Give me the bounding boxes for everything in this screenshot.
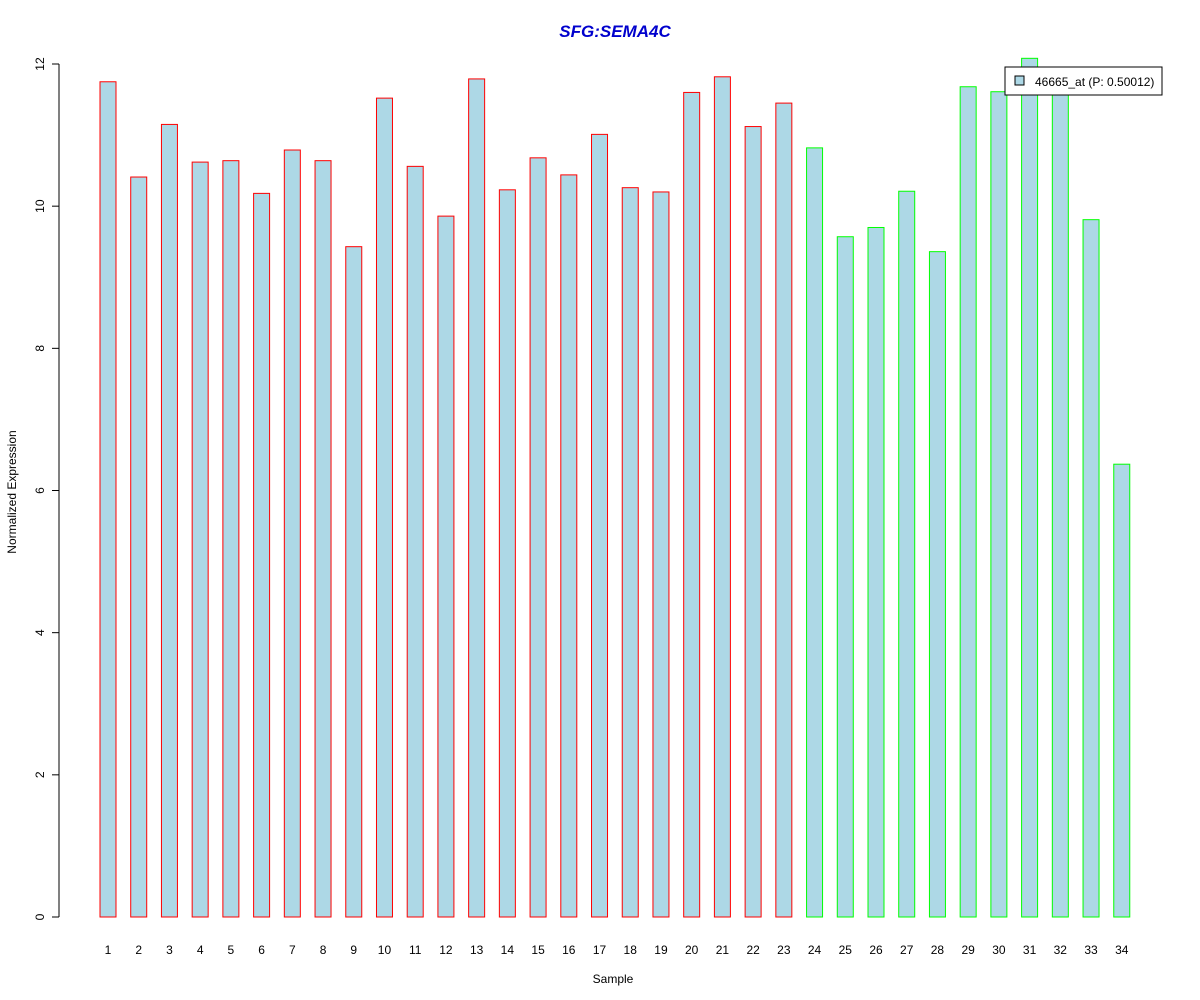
x-axis-label: Sample: [593, 972, 634, 986]
x-tick-label: 15: [531, 943, 545, 957]
bar-sample-16: [560, 174, 578, 918]
y-tick-label: 2: [33, 771, 47, 778]
bar-sample-23: [775, 102, 793, 918]
bar-sample-17: [591, 133, 609, 918]
x-tick-label: 17: [593, 943, 607, 957]
x-tick-label: 7: [289, 943, 296, 957]
x-tick-label: 32: [1054, 943, 1068, 957]
bar-sample-19: [652, 191, 670, 918]
bar-sample-1: [99, 81, 117, 918]
bar-sample-22: [744, 126, 762, 918]
bar-sample-24: [806, 147, 824, 918]
x-tick-label: 30: [992, 943, 1006, 957]
bar-sample-25: [836, 236, 854, 918]
bar-sample-29: [959, 86, 977, 918]
x-tick-label: 18: [624, 943, 638, 957]
chart-title: SFG:SEMA4C: [559, 22, 671, 41]
bar-sample-4: [191, 161, 209, 918]
y-tick-label: 4: [33, 629, 47, 636]
x-tick-label: 2: [135, 943, 142, 957]
bar-sample-3: [160, 123, 178, 918]
bar-sample-14: [498, 189, 516, 918]
y-axis: 0 2 4 6 8 10 12: [33, 57, 60, 920]
x-tick-label: 13: [470, 943, 484, 957]
bar-sample-34: [1113, 463, 1131, 918]
bar-sample-15: [529, 157, 547, 918]
x-axis-ticks: 1 2 3 4 5 6 7 8 9 10 11 12 13 14 15 16 17 18 19 20 21 22 23 24 2…: [105, 943, 1129, 957]
bar-sample-27: [898, 190, 916, 918]
x-tick-label: 5: [228, 943, 235, 957]
x-tick-label: 21: [716, 943, 730, 957]
legend-label: 46665_at (P: 0.50012): [1035, 75, 1154, 89]
bar-sample-6: [253, 192, 271, 918]
bar-sample-7: [283, 149, 301, 918]
x-tick-label: 29: [961, 943, 975, 957]
x-tick-label: 12: [439, 943, 453, 957]
x-tick-label: 9: [350, 943, 357, 957]
x-tick-label: 34: [1115, 943, 1129, 957]
x-tick-label: 27: [900, 943, 914, 957]
bar-sample-8: [314, 160, 332, 918]
x-tick-label: 26: [869, 943, 883, 957]
bar-sample-32: [1051, 90, 1069, 918]
x-tick-label: 19: [654, 943, 668, 957]
x-tick-label: 3: [166, 943, 173, 957]
x-tick-label: 23: [777, 943, 791, 957]
x-tick-label: 28: [931, 943, 945, 957]
legend: 46665_at (P: 0.50012): [1004, 66, 1163, 96]
y-tick-label: 10: [33, 199, 47, 213]
bar-sample-26: [867, 226, 885, 918]
y-tick-label: 8: [33, 345, 47, 352]
bar-sample-9: [345, 246, 363, 918]
bars: [99, 57, 1131, 918]
y-tick-label: 6: [33, 487, 47, 494]
legend-box: [1004, 66, 1163, 96]
x-tick-label: 14: [501, 943, 515, 957]
x-tick-label: 1: [105, 943, 112, 957]
y-tick-label: 12: [33, 57, 47, 71]
bar-sample-13: [468, 78, 486, 918]
x-tick-label: 24: [808, 943, 822, 957]
x-tick-label: 4: [197, 943, 204, 957]
x-tick-label: 33: [1084, 943, 1098, 957]
bar-sample-21: [713, 76, 731, 918]
bar-sample-12: [437, 215, 455, 918]
y-axis-label: Normalized Expression: [5, 430, 19, 553]
bar-sample-30: [990, 91, 1008, 918]
bar-sample-20: [683, 91, 701, 918]
x-tick-label: 10: [378, 943, 392, 957]
x-tick-label: 6: [258, 943, 265, 957]
bar-sample-5: [222, 160, 240, 918]
bar-sample-11: [406, 165, 424, 918]
bar-sample-10: [375, 97, 393, 918]
x-tick-label: 8: [320, 943, 327, 957]
x-tick-label: 31: [1023, 943, 1037, 957]
bar-sample-28: [928, 251, 946, 918]
bar-sample-33: [1082, 219, 1100, 918]
x-tick-label: 22: [746, 943, 760, 957]
x-tick-label: 20: [685, 943, 699, 957]
x-tick-label: 16: [562, 943, 576, 957]
x-tick-label: 11: [409, 943, 422, 957]
legend-swatch: [1014, 75, 1025, 86]
bar-sample-2: [130, 176, 148, 918]
y-tick-label: 0: [33, 913, 47, 920]
bar-sample-18: [621, 187, 639, 918]
x-tick-label: 25: [839, 943, 853, 957]
bar-sample-31: [1021, 57, 1039, 918]
